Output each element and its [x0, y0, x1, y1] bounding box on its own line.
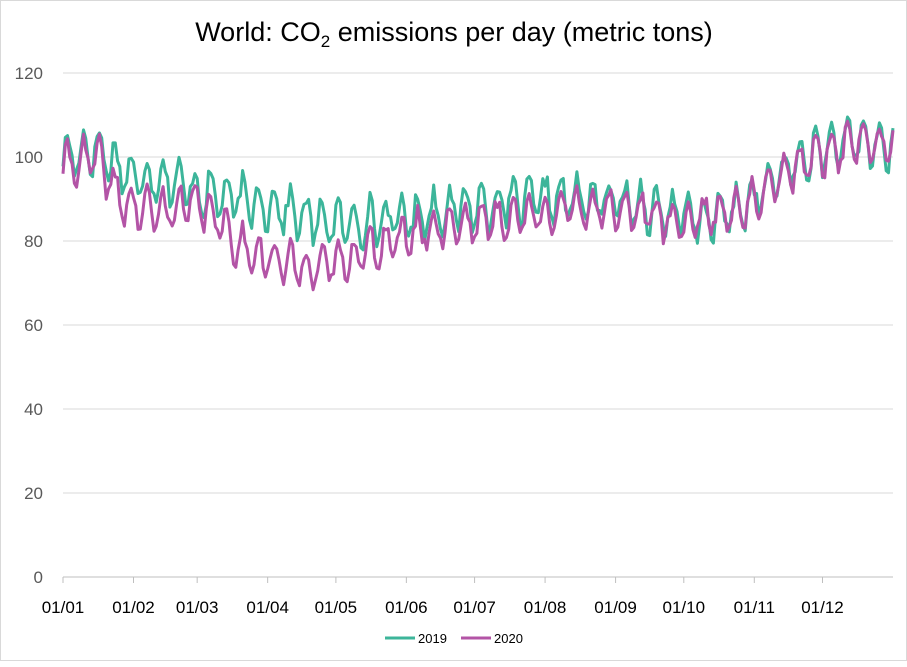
series-lines — [61, 115, 895, 292]
y-tick-label: 120 — [15, 64, 43, 83]
y-tick-label: 60 — [24, 316, 43, 335]
x-tick-label: 01/10 — [663, 598, 706, 617]
x-tick-label: 01/04 — [246, 598, 289, 617]
x-tick-label: 01/02 — [112, 598, 155, 617]
x-tick-label: 01/03 — [176, 598, 219, 617]
x-axis: 01/01 01/02 01/03 01/04 01/05 01/06 01/07 01/08… — [42, 576, 893, 617]
legend-label: 2020 — [494, 631, 523, 646]
legend: 2019 2020 — [385, 631, 523, 646]
series-line-2020 — [61, 119, 895, 292]
x-tick-label: 01/07 — [453, 598, 496, 617]
chart-title: World: CO2 emissions per day (metric ton… — [195, 17, 713, 51]
chart-title-main: World: CO — [195, 17, 321, 47]
x-tick-label: 01/01 — [42, 598, 85, 617]
chart-title-subscript: 2 — [321, 32, 330, 51]
legend-label: 2019 — [418, 631, 447, 646]
x-tick-label: 01/06 — [385, 598, 428, 617]
x-tick-label: 01/11 — [734, 598, 775, 617]
y-tick-label: 40 — [24, 400, 43, 419]
y-tick-label: 0 — [34, 568, 43, 587]
y-tick-label: 20 — [24, 484, 43, 503]
x-tick-label: 01/09 — [594, 598, 637, 617]
chart-title-rest: emissions per day (metric tons) — [330, 17, 713, 47]
y-gridlines — [63, 72, 893, 494]
x-tick-label: 01/12 — [801, 598, 844, 617]
y-tick-label: 80 — [24, 232, 43, 251]
y-axis: 0 20 40 60 80 100 120 — [15, 64, 43, 587]
x-tick-label: 01/08 — [524, 598, 567, 617]
x-tick-label: 01/05 — [315, 598, 358, 617]
y-tick-label: 100 — [15, 148, 43, 167]
